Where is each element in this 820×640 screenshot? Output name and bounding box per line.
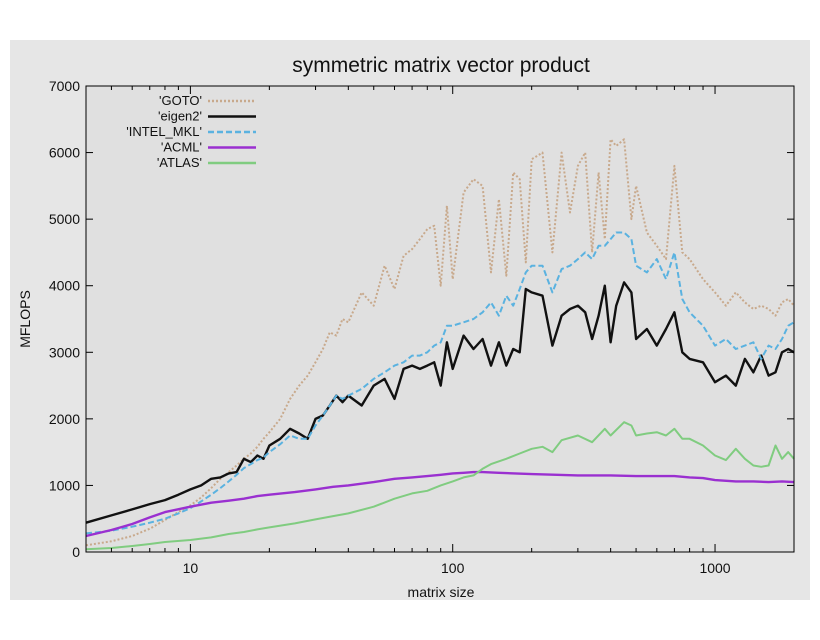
- series-line-5: [85, 421, 795, 551]
- legend-label-5: 'ATLAS': [157, 155, 202, 170]
- legend: 'GOTO''eigen2''INTEL_MKL''ACML''ATLAS': [126, 93, 256, 170]
- legend-label-3: 'INTEL_MKL': [126, 124, 202, 139]
- y-tick-label: 0: [72, 544, 80, 560]
- y-tick-label: 7000: [49, 78, 80, 94]
- y-tick-label: 4000: [49, 278, 80, 294]
- legend-label-4: 'ACML': [161, 140, 202, 155]
- legend-label-2: 'eigen2': [158, 109, 202, 124]
- series-line-1: [85, 138, 795, 547]
- plot-frame: [85, 85, 795, 553]
- y-tick-label: 1000: [49, 477, 80, 493]
- series-line-3: [85, 231, 795, 535]
- x-tick-label: 1000: [699, 560, 730, 576]
- x-tick-label: 100: [441, 560, 465, 576]
- x-axis-label: matrix size: [408, 584, 475, 600]
- x-tick-label: 10: [183, 560, 199, 576]
- series-line-2: [85, 281, 795, 524]
- y-tick-label: 3000: [49, 344, 80, 360]
- legend-label-1: 'GOTO': [159, 93, 202, 108]
- y-tick-label: 5000: [49, 211, 80, 227]
- y-axis-label: MFLOPS: [17, 290, 33, 348]
- series-layer: [85, 138, 795, 551]
- series-line-4: [85, 470, 795, 538]
- axis-layer: 0 1000 2000 3000 4000 5000 6000 7000 10 100 1000: [49, 78, 795, 576]
- chart-title: symmetric matrix vector product: [292, 54, 590, 77]
- y-tick-label: 6000: [49, 145, 80, 161]
- y-tick-label: 2000: [49, 411, 80, 427]
